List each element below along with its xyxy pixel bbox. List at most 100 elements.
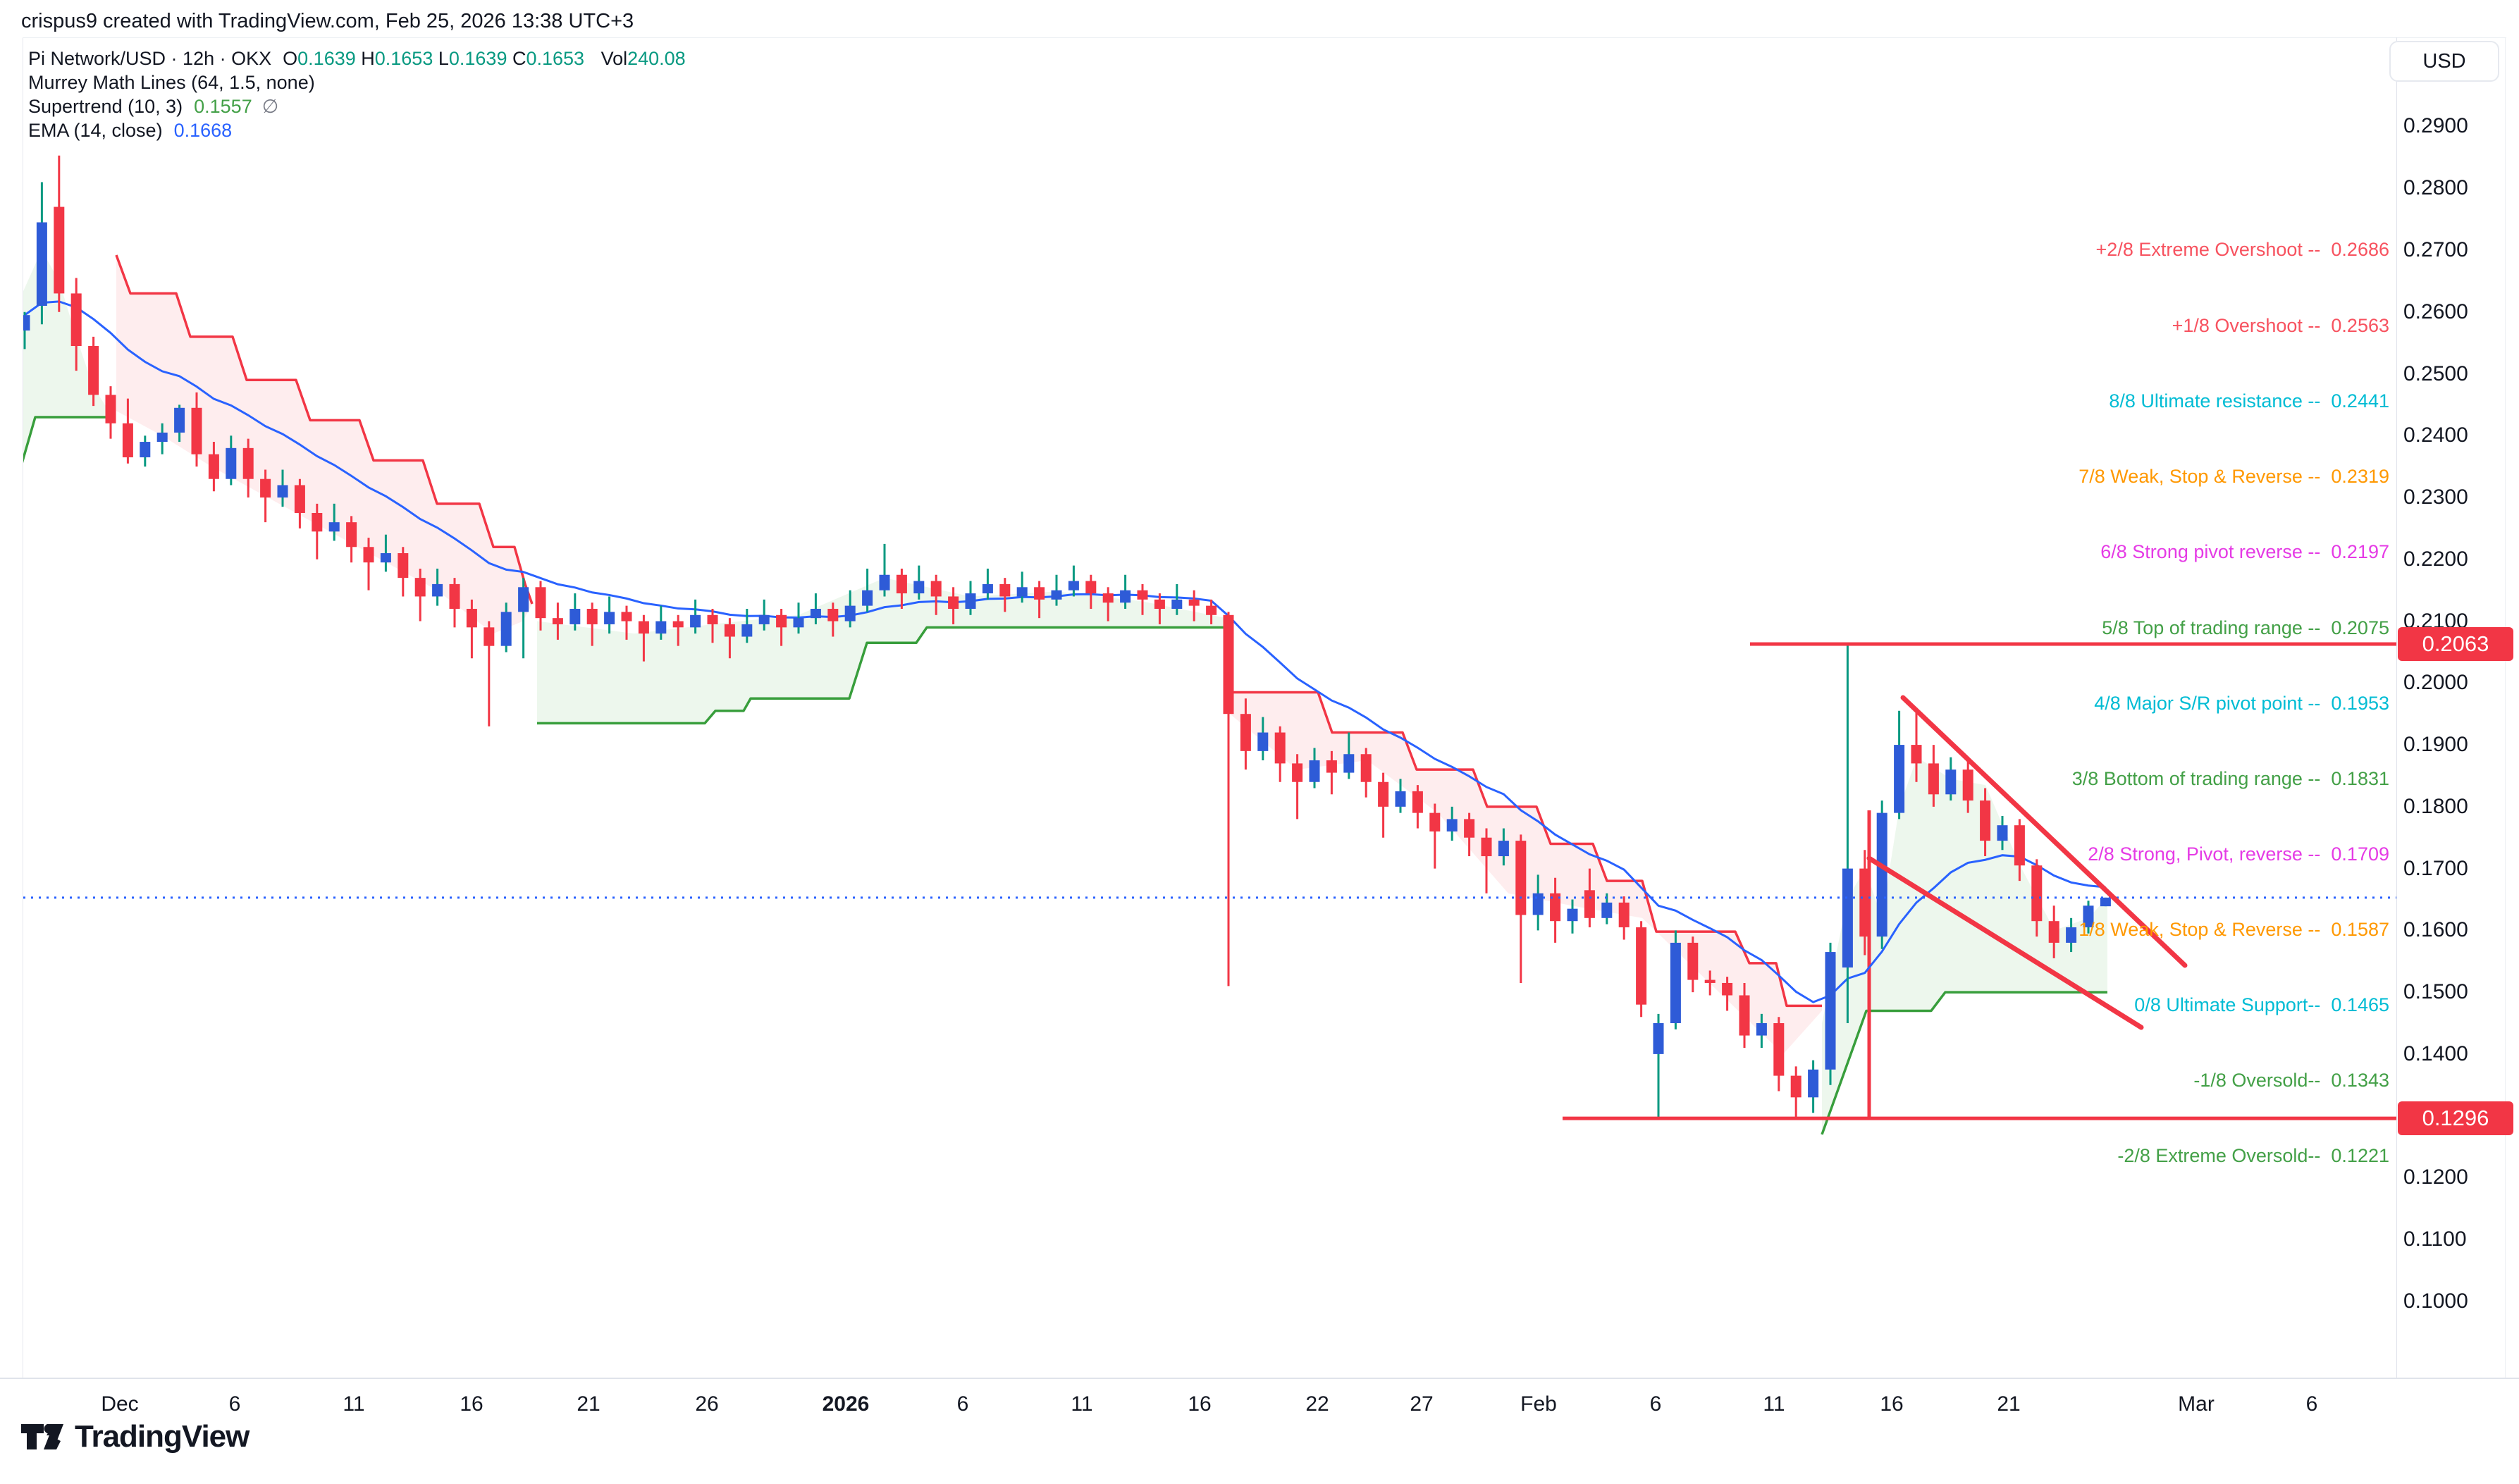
candle-body <box>466 609 477 628</box>
price-tick-label: 0.2200 <box>2403 547 2468 571</box>
candle-body <box>122 423 133 457</box>
supertrend-bull-line <box>23 416 113 464</box>
candle-body <box>2048 921 2059 943</box>
candle-body <box>1378 781 1389 807</box>
candle-body <box>913 581 925 594</box>
murrey-level-label: 2/8 Strong, Pivot, reverse -- 0.1709 <box>2088 843 2389 865</box>
candle-body <box>1980 800 1991 841</box>
price-tick-label: 0.2700 <box>2403 238 2468 261</box>
time-tick-label: 2026 <box>822 1392 870 1416</box>
price-tick-label: 0.1100 <box>2403 1228 2467 1251</box>
ema-line <box>24 300 2106 1003</box>
time-tick-label: 11 <box>1763 1392 1785 1416</box>
murrey-indicator-title: Murrey Math Lines (64, 1.5, none) <box>28 71 315 93</box>
candle-body <box>1464 819 1475 838</box>
candle-body <box>380 553 391 563</box>
trendline-upper-drawing[interactable] <box>1900 695 2188 968</box>
chart-plot-area[interactable] <box>8 155 2396 1135</box>
candle-body <box>1223 614 1234 715</box>
legend-symbol-row[interactable]: Pi Network/USD · 12h · OKX O0.1639 H0.16… <box>28 47 686 70</box>
price-tick-label: 0.1200 <box>2403 1165 2468 1189</box>
ohlc-value: 0.1639 <box>448 47 512 69</box>
candle-body <box>1601 902 1613 918</box>
trendline-lower-drawing[interactable] <box>1866 855 2144 1030</box>
candle-body <box>1808 1069 1819 1098</box>
candle-body <box>1137 590 1148 600</box>
pane-border-top <box>23 37 2506 38</box>
candle-body <box>655 621 667 634</box>
time-tick-label: 16 <box>1188 1392 1212 1416</box>
candle-body <box>105 395 116 423</box>
currency-toggle-button[interactable]: USD <box>2389 41 2499 82</box>
candle-body <box>1842 868 1853 968</box>
candle-body <box>449 583 460 610</box>
candle-body <box>1997 825 2008 841</box>
candle-body <box>1790 1075 1802 1098</box>
candle-body <box>414 578 426 597</box>
candle-body <box>827 609 839 622</box>
ohlc-values: O0.1639 H0.1653 L0.1639 C0.1653 <box>283 48 589 70</box>
candle-body <box>1825 952 1836 1070</box>
price-tick-label: 0.2800 <box>2403 176 2468 200</box>
candle-body <box>1016 587 1028 597</box>
ohlc-label: O <box>283 47 298 69</box>
candle-body <box>776 614 787 628</box>
price-tick-label: 0.1000 <box>2403 1289 2468 1313</box>
candle-body <box>2066 927 2077 943</box>
candle-body <box>208 454 219 479</box>
time-axis-separator <box>0 1378 2519 1379</box>
price-tick-label: 0.1500 <box>2403 980 2468 1004</box>
legend-supertrend-row[interactable]: Supertrend (10, 3) 0.1557 ∅ <box>28 94 686 118</box>
ohlc-value: 0.1639 <box>297 47 362 69</box>
time-tick-label: 16 <box>1880 1392 1904 1416</box>
candle-body <box>1171 599 1183 610</box>
time-tick-label: 11 <box>343 1392 365 1416</box>
supertrend-bull-fill <box>537 578 1226 724</box>
supertrend-bear-line <box>115 254 534 605</box>
candle-body <box>1309 760 1320 782</box>
candle-body <box>1429 812 1441 831</box>
candle-body <box>1120 590 1131 603</box>
price-line-badge: 0.2063 <box>2398 627 2513 662</box>
murrey-level-label: 0/8 Ultimate Support-- 0.1465 <box>2134 994 2389 1015</box>
supertrend-bull-line <box>1821 991 2107 1135</box>
legend-ema-row[interactable]: EMA (14, close) 0.1668 <box>28 118 686 142</box>
candle-body <box>948 596 959 610</box>
legend-murrey-row[interactable]: Murrey Math Lines (64, 1.5, none) <box>28 70 686 94</box>
candle-body <box>1051 590 1062 600</box>
candle-body <box>638 621 649 634</box>
candle-body <box>965 593 976 610</box>
time-tick-label: 6 <box>228 1392 241 1416</box>
candle-body <box>70 293 82 347</box>
supertrend-eye-icon[interactable]: ∅ <box>261 95 279 117</box>
candle-body <box>1550 893 1561 922</box>
candle-body <box>1670 942 1681 1023</box>
candle-body <box>242 447 254 479</box>
ohlc-value: 0.1653 <box>526 47 590 69</box>
candle-body <box>2083 905 2094 927</box>
price-tick-label: 0.2500 <box>2403 361 2468 385</box>
candle-body <box>1945 769 1957 795</box>
time-tick-label: 11 <box>1071 1392 1093 1416</box>
candle-body <box>1240 714 1251 751</box>
price-tick-label: 0.2600 <box>2403 299 2468 323</box>
time-tick-label: 6 <box>1649 1392 1662 1416</box>
time-tick-label: 6 <box>2305 1392 2318 1416</box>
candle-body <box>191 407 202 455</box>
ohlc-label: C <box>512 47 526 69</box>
candle-body <box>1257 732 1269 751</box>
ohlc-label: L <box>438 47 449 69</box>
candle-body <box>140 442 151 457</box>
candle-body <box>1085 581 1097 594</box>
candle-body <box>552 618 563 624</box>
tradingview-logo[interactable]: TradingView <box>20 1419 250 1454</box>
symbol-title: Pi Network/USD <box>28 47 166 69</box>
candle-body <box>1636 927 1647 1005</box>
watermark-credit: crispus9 created with TradingView.com, F… <box>21 10 634 32</box>
candle-body <box>156 432 168 443</box>
candle-body <box>294 485 305 513</box>
candle-body <box>2031 865 2043 922</box>
volume-label: Vol <box>601 47 628 69</box>
candle-body <box>1481 837 1492 857</box>
